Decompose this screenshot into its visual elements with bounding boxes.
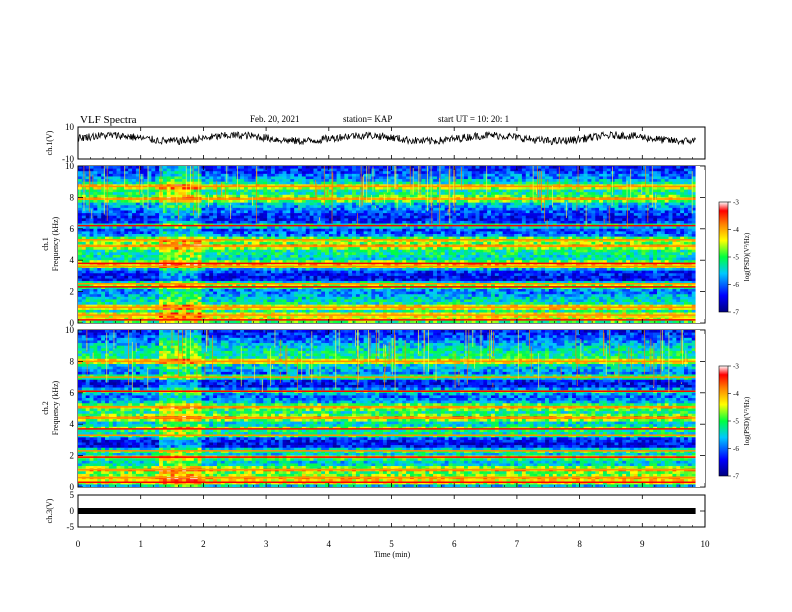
- figure-title: VLF Spectra: [80, 114, 137, 126]
- colorbar-tick-label: -5: [733, 254, 739, 262]
- y-tick-label: -5: [67, 522, 75, 532]
- y-tick-label: 6: [70, 388, 75, 398]
- x-tick-label: 0: [76, 539, 81, 549]
- ch2-spectrogram-ylabel-line2: Frequency (kHz): [51, 380, 60, 435]
- ch2-spectrogram-image: [78, 330, 705, 487]
- y-tick-label: 6: [70, 224, 75, 234]
- y-tick-label: 10: [65, 161, 75, 171]
- ch1-colorbar-label: log(PSD)(V²/Hz): [743, 232, 751, 281]
- colorbar-tick-label: -7: [733, 473, 739, 481]
- ch2-spectrogram-ylabel-line1: ch.2: [41, 401, 50, 415]
- x-tick-label: 9: [640, 539, 645, 549]
- colorbar-tick-label: -6: [733, 281, 739, 289]
- colorbar-tick-label: -5: [733, 418, 739, 426]
- ch1-colorbar: -3 -4 -5 -6 -7 log(PSD)(V²/Hz): [718, 199, 751, 317]
- y-tick-label: 10: [65, 122, 75, 132]
- ch1-voltage-trace: [77, 130, 696, 146]
- x-tick-label: 2: [201, 539, 206, 549]
- colorbar-tick-label: -6: [733, 445, 739, 453]
- y-tick-label: 2: [70, 287, 75, 297]
- y-tick-label: 0: [70, 506, 75, 516]
- x-tick-label: 3: [264, 539, 269, 549]
- y-tick-label: 0: [70, 482, 75, 492]
- ch1-spectrogram-ylabel-line1: ch.1: [41, 237, 50, 251]
- no-data-region: [695, 166, 705, 323]
- colorbar-tick-label: -4: [733, 226, 739, 234]
- ch1-voltage-trace-group: [77, 130, 696, 146]
- colorbar-tick-label: -3: [733, 363, 739, 371]
- y-tick-label: 10: [65, 325, 75, 335]
- x-tick-label: 8: [577, 539, 582, 549]
- ch3-voltage-ylabel: ch.3(V): [45, 498, 54, 523]
- ch1-voltage-ylabel: ch.1(V): [45, 130, 54, 155]
- ch2-colorbar: -3 -4 -5 -6 -7 log(PSD)(V²/Hz): [718, 363, 751, 481]
- y-tick-label: 0: [70, 318, 75, 328]
- ch1-spectrogram-ylabel-line2: Frequency (kHz): [51, 216, 60, 271]
- header-station: station= KAP: [343, 114, 392, 124]
- header-date: Feb. 20, 2021: [250, 114, 300, 124]
- x-tick-label: 5: [389, 539, 394, 549]
- x-axis-label: Time (min): [374, 550, 411, 559]
- colorbar-tick-label: -4: [733, 390, 739, 398]
- colorbar-tick-label: -7: [733, 309, 739, 317]
- x-tick-label: 6: [452, 539, 457, 549]
- x-tick-label: 4: [327, 539, 332, 549]
- y-tick-label: 4: [70, 255, 75, 265]
- colorbar-tick-label: -3: [733, 199, 739, 207]
- no-data-region: [695, 330, 705, 487]
- x-tick-label: 10: [701, 539, 711, 549]
- x-tick-label: 7: [515, 539, 520, 549]
- ch1-voltage-frame: [77, 126, 706, 160]
- header-start-time: start UT = 10: 20: 1: [438, 114, 509, 124]
- y-tick-label: 4: [70, 419, 75, 429]
- ch2-colorbar-label: log(PSD)(V²/Hz): [743, 396, 751, 445]
- y-tick-label: 8: [70, 192, 75, 202]
- y-tick-label: -10: [62, 154, 74, 164]
- y-tick-label: 5: [70, 490, 75, 500]
- ch1-spectrogram-image: [78, 166, 705, 323]
- y-tick-label: 2: [70, 451, 75, 461]
- y-tick-label: 8: [70, 356, 75, 366]
- x-tick-label: 1: [138, 539, 143, 549]
